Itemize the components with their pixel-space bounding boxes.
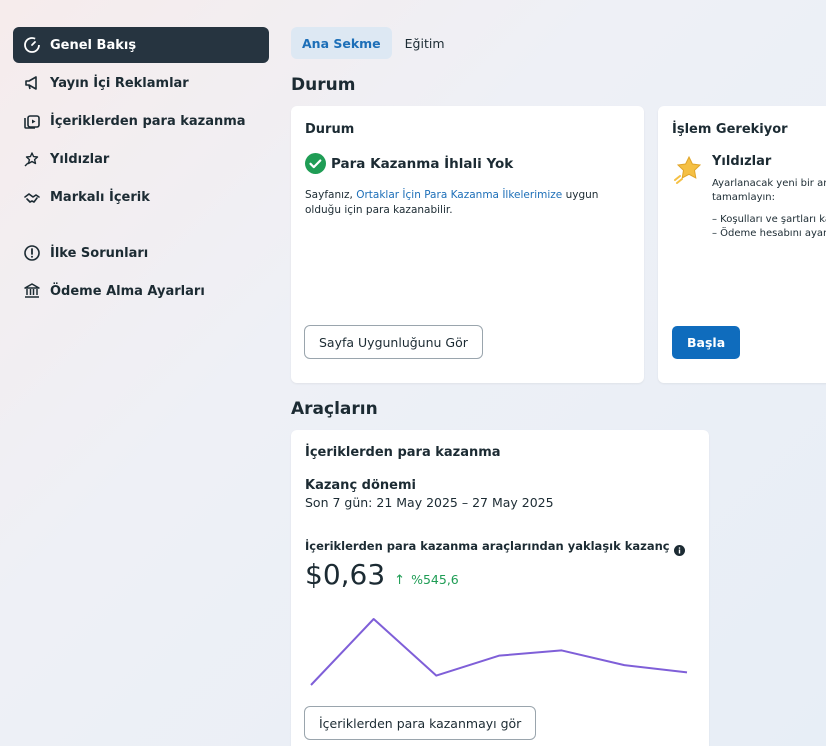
estimated-earnings-row: İçeriklerden para kazanma araçlarından y… — [305, 539, 685, 556]
earnings-change: %545,6 — [411, 572, 459, 587]
sidebar-item-label: Yayın İçi Reklamlar — [50, 75, 189, 91]
content-monetization-card: İçeriklerden para kazanma Kazanç dönemi … — [291, 430, 709, 746]
sidebar-divider — [13, 217, 269, 235]
tab-bar: Ana Sekme Eğitim — [291, 27, 456, 59]
video-content-icon — [23, 112, 41, 130]
sidebar-item-label: Genel Bakış — [50, 37, 137, 53]
star-icon — [673, 154, 703, 184]
earnings-line-chart — [310, 618, 688, 686]
view-page-eligibility-button[interactable]: Sayfa Uygunluğunu Gör — [304, 325, 483, 359]
action-required-title: İşlem Gerekiyor — [672, 122, 788, 137]
action-item-title: Yıldızlar — [712, 154, 772, 169]
sidebar-item-payout-settings[interactable]: Ödeme Alma Ayarları — [13, 273, 269, 309]
sidebar-item-label: İlke Sorunları — [50, 245, 149, 261]
content-monetization-title: İçeriklerden para kazanma — [305, 445, 501, 460]
section-title-tools: Araçların — [291, 399, 378, 419]
action-bullet: – Koşulları ve şartları ka — [712, 214, 826, 225]
earnings-series-line — [310, 618, 688, 686]
stars-icon — [23, 150, 41, 168]
handshake-icon — [23, 188, 41, 206]
alert-icon — [23, 244, 41, 262]
status-card-title: Durum — [305, 122, 355, 137]
status-description: Sayfanız, Ortaklar İçin Para Kazanma İlk… — [305, 188, 635, 218]
sidebar-item-content-monetization[interactable]: İçeriklerden para kazanma — [13, 103, 269, 139]
tab-main[interactable]: Ana Sekme — [291, 27, 392, 59]
sidebar-item-overview[interactable]: Genel Bakış — [13, 27, 269, 63]
status-text: Para Kazanma İhlali Yok — [331, 155, 514, 172]
earnings-amount-row: $0,63 ↑ %545,6 — [305, 558, 459, 591]
sidebar-item-label: Markalı İçerik — [50, 189, 150, 205]
arrow-up-icon: ↑ — [394, 573, 406, 588]
info-icon[interactable] — [673, 541, 685, 556]
sidebar-item-label: İçeriklerden para kazanma — [50, 113, 246, 129]
action-description-2: tamamlayın: — [712, 192, 775, 203]
sidebar: Genel Bakış Yayın İçi Reklamlar İçerikle… — [13, 27, 269, 311]
earnings-amount: $0,63 — [305, 558, 386, 591]
view-content-monetization-button[interactable]: İçeriklerden para kazanmayı gör — [304, 706, 537, 740]
sidebar-item-label: Yıldızlar — [50, 151, 110, 167]
start-button[interactable]: Başla — [672, 326, 741, 359]
bank-icon — [23, 282, 41, 300]
sidebar-item-branded-content[interactable]: Markalı İçerik — [13, 179, 269, 215]
megaphone-icon — [23, 74, 41, 92]
tab-education[interactable]: Eğitim — [404, 35, 445, 51]
estimated-earnings-label: İçeriklerden para kazanma araçlarından y… — [305, 539, 670, 553]
status-row: Para Kazanma İhlali Yok — [305, 153, 513, 174]
monetization-policies-link[interactable]: Ortaklar İçin Para Kazanma İlkelerimize — [356, 189, 563, 201]
earning-period-label: Kazanç dönemi — [305, 478, 416, 493]
status-description-prefix: Sayfanız, — [305, 189, 357, 201]
check-circle-icon — [305, 153, 326, 174]
action-description: Ayarlanacak yeni bir ara — [712, 178, 826, 189]
action-required-card: İşlem Gerekiyor Yıldızlar Ayarlanacak ye… — [658, 106, 826, 383]
sidebar-item-label: Ödeme Alma Ayarları — [50, 283, 205, 299]
section-title-status: Durum — [291, 75, 356, 95]
status-card: Durum Para Kazanma İhlali Yok Sayfanız, … — [291, 106, 644, 383]
sidebar-item-stars[interactable]: Yıldızlar — [13, 141, 269, 177]
status-description-suffix: uygun olduğu için para kazanabilir. — [305, 189, 599, 216]
action-bullet: – Ödeme hesabını ayarla — [712, 228, 826, 239]
earning-period-value: Son 7 gün: 21 May 2025 – 27 May 2025 — [305, 495, 554, 510]
sidebar-item-instream-ads[interactable]: Yayın İçi Reklamlar — [13, 65, 269, 101]
sidebar-item-policy-issues[interactable]: İlke Sorunları — [13, 235, 269, 271]
gauge-icon — [23, 36, 41, 54]
